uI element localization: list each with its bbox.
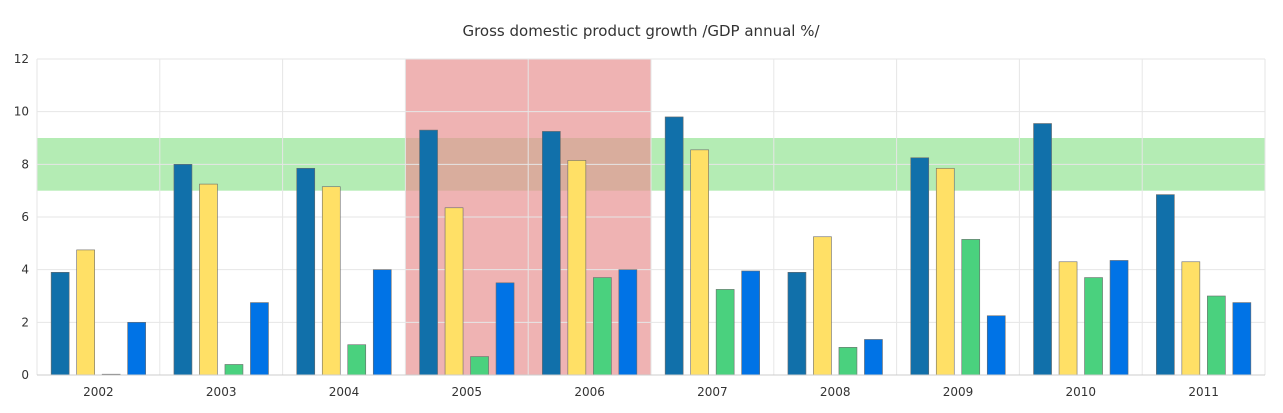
bar-2003-series-4 [250, 302, 269, 376]
bar-2003-series-3 [224, 364, 244, 376]
bar-2006-series-2 [567, 160, 587, 376]
bar-2004-series-1 [296, 167, 316, 376]
bar-2009-series-2 [935, 167, 955, 376]
y-tick-label: 0 [21, 368, 29, 382]
bar-2007-series-3 [715, 289, 735, 376]
x-tick-label: 2006 [574, 385, 605, 399]
bar-2010-series-2 [1058, 261, 1078, 376]
bar-2007-series-2 [690, 149, 709, 376]
axes: 0 2 4 6 8 10 12 2002 2003 2004 2005 2006 2007 2008 200… [14, 52, 1265, 399]
bar-2004-series-3 [347, 344, 367, 376]
bar-2003-series-1 [173, 164, 193, 376]
bar-2005-series-3 [470, 356, 489, 376]
bar-2010-series-1 [1033, 123, 1052, 376]
y-tick-label: 2 [21, 315, 29, 329]
bar-2002-series-4 [127, 322, 146, 376]
x-tick-label: 2002 [83, 385, 114, 399]
bar-2011-series-4 [1232, 302, 1252, 376]
bar-2008-series-1 [787, 271, 807, 376]
bar-2011-series-3 [1207, 295, 1226, 376]
bar-2008-series-4 [864, 339, 883, 376]
x-tick-label: 2003 [206, 385, 237, 399]
bar-2007-series-1 [664, 116, 684, 376]
bar-2005-series-4 [495, 282, 515, 376]
bar-2003-series-2 [199, 183, 218, 376]
x-tick-label: 2007 [697, 385, 728, 399]
gridlines [36, 58, 1266, 376]
y-tick-label: 10 [14, 105, 29, 119]
bar-2005-series-2 [444, 207, 464, 376]
bar-2002-series-2 [76, 249, 95, 376]
bar-2009-series-3 [961, 239, 981, 376]
bar-2008-series-2 [813, 236, 832, 376]
x-tick-label: 2010 [1066, 385, 1097, 399]
bar-2004-series-2 [321, 186, 341, 376]
y-tick-label: 8 [21, 157, 29, 171]
x-tick-label: 2009 [943, 385, 974, 399]
bar-2009-series-4 [986, 315, 1006, 376]
bar-2006-series-3 [593, 277, 612, 376]
bar-2004-series-4 [372, 269, 392, 376]
bar-2010-series-3 [1084, 277, 1103, 376]
bar-2009-series-1 [910, 157, 930, 376]
bar-2002-series-1 [50, 271, 70, 376]
bar-2011-series-1 [1156, 194, 1175, 376]
bar-2006-series-1 [542, 131, 561, 376]
bar-2008-series-3 [838, 347, 858, 376]
x-tick-label: 2004 [329, 385, 360, 399]
bar-2011-series-2 [1181, 261, 1201, 376]
bar-2005-series-1 [419, 129, 438, 376]
y-tick-label: 12 [14, 52, 29, 66]
bars [50, 116, 1252, 376]
bar-2006-series-4 [618, 269, 638, 376]
chart-title: Gross domestic product growth /GDP annua… [462, 22, 820, 40]
bar-2007-series-4 [741, 270, 760, 376]
y-tick-label: 4 [21, 263, 29, 277]
bar-2010-series-4 [1109, 260, 1129, 376]
y-tick-label: 6 [21, 210, 29, 224]
x-tick-label: 2008 [820, 385, 851, 399]
x-tick-label: 2005 [452, 385, 483, 399]
x-tick-label: 2011 [1188, 385, 1219, 399]
